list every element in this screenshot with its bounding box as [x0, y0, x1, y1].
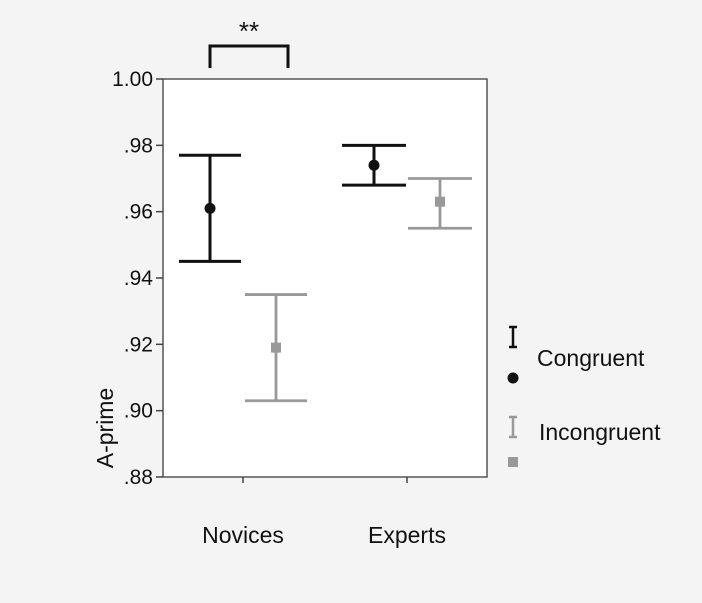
significance-bracket — [208, 44, 290, 68]
y-tick-label: .96 — [124, 201, 153, 224]
y-tick-label: .98 — [124, 134, 153, 157]
legend-series-label: Incongruent — [539, 419, 661, 445]
y-tick-label: .90 — [124, 400, 153, 423]
y-tick-label: 1.00 — [112, 68, 153, 91]
y-axis-title: A-prime — [92, 388, 118, 469]
y-tick-label: .94 — [124, 267, 154, 290]
mean-marker-square — [435, 196, 445, 207]
y-tick-label: .88 — [124, 466, 153, 489]
significance-annotation: ** — [239, 16, 259, 46]
mean-marker-circle — [368, 159, 380, 171]
plot-area — [162, 78, 488, 478]
legend-marker-circle — [507, 372, 519, 384]
x-category-label: Novices — [202, 522, 284, 548]
legend-marker-square — [508, 457, 518, 467]
mean-marker-circle — [204, 202, 216, 214]
legend-series-label: Congruent — [537, 345, 645, 371]
mean-marker-square — [271, 342, 281, 353]
x-category-label: Experts — [368, 522, 446, 548]
y-tick-label: .92 — [124, 333, 153, 356]
